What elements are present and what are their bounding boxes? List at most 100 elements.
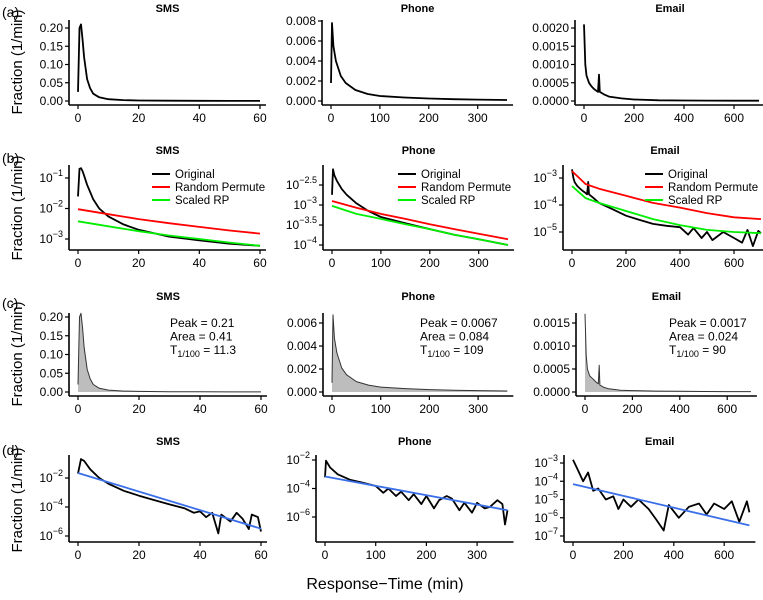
annotation-area: Area = 0.024 xyxy=(669,330,738,344)
y-tick-label: 0.004 xyxy=(287,339,317,353)
x-tick-label: 60 xyxy=(253,111,267,125)
y-tick-label: 0.00 xyxy=(40,94,64,108)
x-tick-label: 600 xyxy=(724,111,744,125)
y-tick-label: 10−5 xyxy=(533,222,557,239)
y-tick-label: 10−6 xyxy=(39,526,63,543)
y-tick-label: 10−3 xyxy=(39,229,63,246)
legend-label: Random Permute xyxy=(175,182,265,194)
x-tick-label: 600 xyxy=(714,548,734,562)
y-tick-label: 0.20 xyxy=(40,310,64,324)
series-random-permute xyxy=(77,208,261,235)
annotation-t-sub: 1/100 xyxy=(177,349,200,359)
panel-c-phone: Phone 0 100 200 300 0.000 0.002 0.004 0.006 Peak … xyxy=(287,291,514,416)
x-tick-label: 300 xyxy=(467,548,487,562)
series-scaled-rp xyxy=(77,220,261,247)
panel-a-phone: Phone 0 100 200 300 0.000 0.002 0.004 0.006 0.008 xyxy=(286,3,514,125)
fit-line xyxy=(324,475,508,512)
tick-exponent: −6 xyxy=(300,507,310,517)
annotation-t-value: = 90 xyxy=(699,343,726,357)
panel-label-d: (d) xyxy=(2,442,19,458)
y-tick-label: 0.008 xyxy=(286,14,316,28)
y-tick-label: 10−2.5 xyxy=(286,175,317,192)
tick-base: 10 xyxy=(534,511,548,525)
series-line xyxy=(77,23,260,102)
y-tick-label: 0.0000 xyxy=(533,385,570,399)
tick-base: 10 xyxy=(286,453,300,467)
x-tick-label: 0 xyxy=(329,402,336,416)
series-random-permute xyxy=(571,170,762,220)
annotation-t-value: = 11.3 xyxy=(200,343,236,357)
y-axis-label-b: Fraction (1/min) xyxy=(9,155,26,260)
tick-exponent: −1 xyxy=(53,168,63,178)
tick-base: 10 xyxy=(293,198,307,212)
panel-title: Phone xyxy=(401,3,435,15)
tick-base: 10 xyxy=(293,238,307,252)
y-tick-label: 10−3.5 xyxy=(286,215,317,232)
tick-exponent: −3 xyxy=(53,229,63,239)
x-tick-label: 600 xyxy=(724,256,744,270)
tick-base: 10 xyxy=(286,218,300,232)
x-tick-label: 200 xyxy=(616,256,636,270)
x-tick-label: 400 xyxy=(670,256,690,270)
y-tick-label: 0.0010 xyxy=(533,339,570,353)
legend-label: Scaled RP xyxy=(175,195,230,207)
tick-exponent: −3 xyxy=(548,453,558,463)
area-fill xyxy=(332,314,508,392)
fit-line xyxy=(572,483,750,527)
annotation-t: T1/100 = 109 xyxy=(420,343,484,359)
y-axis-label-c: Fraction (1/min) xyxy=(9,301,26,406)
x-tick-label: 20 xyxy=(132,256,146,270)
panel-label-b: (b) xyxy=(2,150,19,166)
y-tick-label: 0.000 xyxy=(286,94,316,108)
series-line xyxy=(584,313,751,393)
annotation-t: T1/100 = 90 xyxy=(669,343,726,359)
tick-exponent: −2 xyxy=(53,199,63,209)
x-tick-label: 100 xyxy=(371,402,391,416)
series-original xyxy=(77,167,261,247)
y-tick-label: 10−6 xyxy=(534,508,558,525)
tick-base: 10 xyxy=(533,171,547,185)
x-tick-label: 40 xyxy=(193,256,207,270)
tick-base: 10 xyxy=(39,171,53,185)
tick-exponent: −5 xyxy=(548,490,558,500)
x-tick-label: 100 xyxy=(371,256,391,270)
x-tick-label: 100 xyxy=(370,111,390,125)
tick-base: 10 xyxy=(39,232,53,246)
annotation-t-sub: 1/100 xyxy=(427,349,450,359)
tick-exponent: −5 xyxy=(547,222,557,232)
annotation-peak: Peak = 0.21 xyxy=(170,316,235,330)
legend-label: Scaled RP xyxy=(668,195,723,207)
x-tick-label: 0 xyxy=(75,548,82,562)
series-line xyxy=(330,22,508,101)
y-tick-label: 0.0005 xyxy=(532,76,569,90)
y-tick-label: 0.002 xyxy=(287,362,317,376)
y-tick-label: 10−2 xyxy=(39,199,63,216)
annotation-t-label: T xyxy=(170,343,178,357)
annotation-t-sub: 1/100 xyxy=(676,349,699,359)
y-tick-label: 0.10 xyxy=(40,348,64,362)
y-tick-label: 0.10 xyxy=(40,58,64,72)
annotation-peak: Peak = 0.0017 xyxy=(669,316,747,330)
y-tick-label: 0.006 xyxy=(287,316,317,330)
tick-exponent: −3 xyxy=(547,168,557,178)
x-tick-label: 0 xyxy=(570,548,577,562)
annotation-t-value: = 109 xyxy=(450,343,484,357)
legend-label: Random Permute xyxy=(421,182,511,194)
x-tick-label: 0 xyxy=(581,111,588,125)
y-tick-label: 10−5 xyxy=(534,490,558,507)
panel-title: Phone xyxy=(401,291,435,303)
fit-line xyxy=(77,472,262,530)
x-tick-label: 40 xyxy=(193,548,207,562)
x-tick-label: 60 xyxy=(254,548,268,562)
x-tick-label: 200 xyxy=(419,111,439,125)
tick-exponent: −6 xyxy=(53,526,63,536)
panel-a-email: Email 0 200 400 600 0.0000 0.0005 0.0010 0.0015 0… xyxy=(532,3,763,125)
tick-base: 10 xyxy=(534,474,548,488)
tick-exponent: −3.5 xyxy=(299,215,317,225)
y-tick-label: 10−4 xyxy=(533,195,557,212)
